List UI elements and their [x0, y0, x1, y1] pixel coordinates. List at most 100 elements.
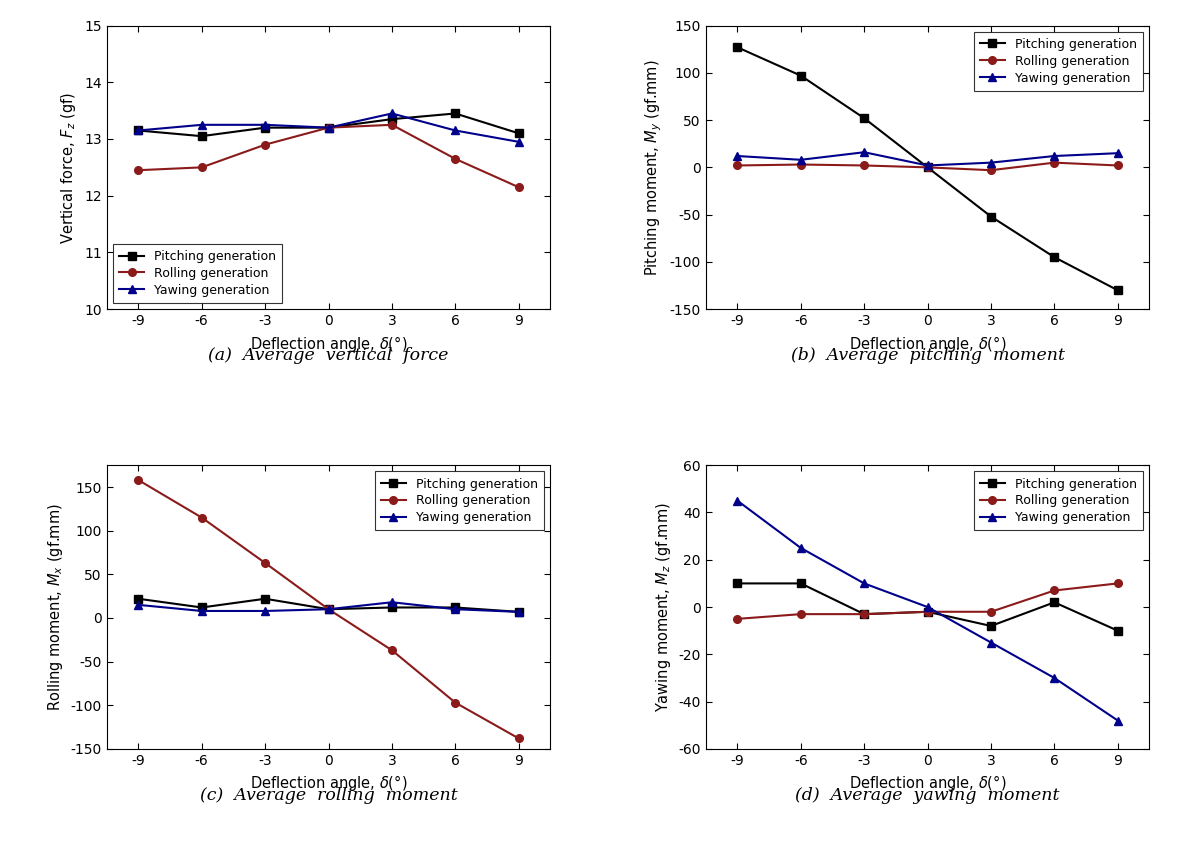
Pitching generation	[512, 129, 526, 139]
Pitching generation	[794, 71, 808, 81]
Pitching generation	[385, 114, 399, 124]
Yawing generation	[448, 604, 462, 614]
Pitching generation	[730, 579, 744, 589]
Rolling generation	[258, 140, 273, 150]
Pitching generation	[984, 621, 998, 631]
Yawing generation	[1048, 673, 1062, 683]
X-axis label: Deflection angle, $\delta$(°): Deflection angle, $\delta$(°)	[250, 774, 408, 793]
Pitching generation	[857, 113, 871, 123]
Rolling generation	[194, 163, 209, 173]
Pitching generation	[194, 603, 209, 613]
Yawing generation	[448, 125, 462, 135]
Pitching generation	[1048, 252, 1062, 262]
Pitching generation	[921, 163, 935, 173]
Line: Pitching generation: Pitching generation	[734, 43, 1121, 294]
Yawing generation	[258, 606, 273, 616]
Yawing generation	[857, 147, 871, 157]
Yawing generation	[194, 120, 209, 130]
Pitching generation	[258, 123, 273, 133]
Pitching generation	[730, 43, 744, 53]
Line: Rolling generation: Rolling generation	[734, 580, 1121, 623]
Yawing generation	[730, 495, 744, 505]
Text: (c)  Average  rolling  moment: (c) Average rolling moment	[199, 787, 457, 804]
Yawing generation	[512, 137, 526, 147]
Yawing generation	[1110, 716, 1125, 726]
Text: (d)  Average  yawing  moment: (d) Average yawing moment	[795, 787, 1059, 804]
Yawing generation	[984, 637, 998, 648]
Pitching generation	[321, 604, 335, 614]
Pitching generation	[1110, 625, 1125, 636]
Y-axis label: Pitching moment, $M_y$ (gf.mm): Pitching moment, $M_y$ (gf.mm)	[643, 59, 664, 276]
Yawing generation	[385, 597, 399, 608]
Rolling generation	[132, 165, 146, 175]
Pitching generation	[132, 125, 146, 135]
Line: Yawing generation: Yawing generation	[734, 148, 1121, 169]
Yawing generation	[512, 607, 526, 617]
Rolling generation	[385, 120, 399, 130]
Rolling generation	[321, 604, 335, 614]
Yawing generation	[321, 604, 335, 614]
X-axis label: Deflection angle, $\delta$(°): Deflection angle, $\delta$(°)	[848, 334, 1006, 354]
Yawing generation	[730, 151, 744, 161]
Rolling generation	[512, 182, 526, 192]
Line: Pitching generation: Pitching generation	[135, 110, 523, 140]
Pitching generation	[448, 108, 462, 118]
Y-axis label: Vertical force, $F_z$ (gf): Vertical force, $F_z$ (gf)	[59, 91, 78, 243]
Yawing generation	[1048, 151, 1062, 161]
Rolling generation	[132, 475, 146, 485]
Line: Pitching generation: Pitching generation	[135, 595, 523, 615]
Rolling generation	[1048, 585, 1062, 596]
Rolling generation	[385, 645, 399, 655]
X-axis label: Deflection angle, $\delta$(°): Deflection angle, $\delta$(°)	[250, 334, 408, 354]
Yawing generation	[1110, 148, 1125, 158]
Rolling generation	[448, 698, 462, 708]
Pitching generation	[921, 607, 935, 617]
Y-axis label: Yawing moment, $M_z$ (gf.mm): Yawing moment, $M_z$ (gf.mm)	[654, 502, 673, 712]
Yawing generation	[794, 155, 808, 165]
Rolling generation	[448, 154, 462, 164]
Rolling generation	[921, 163, 935, 173]
Text: (a)  Average  vertical  force: (a) Average vertical force	[209, 347, 449, 364]
Rolling generation	[1110, 160, 1125, 170]
Rolling generation	[194, 512, 209, 523]
Line: Yawing generation: Yawing generation	[135, 598, 523, 615]
Rolling generation	[321, 123, 335, 133]
Line: Yawing generation: Yawing generation	[734, 497, 1121, 724]
Line: Rolling generation: Rolling generation	[734, 159, 1121, 174]
Line: Rolling generation: Rolling generation	[135, 477, 523, 742]
Yawing generation	[132, 600, 146, 610]
Yawing generation	[984, 157, 998, 168]
Yawing generation	[385, 108, 399, 118]
Yawing generation	[321, 123, 335, 133]
Y-axis label: Rolling moment, $M_x$ (gf.mm): Rolling moment, $M_x$ (gf.mm)	[46, 503, 65, 711]
Legend: Pitching generation, Rolling generation, Yawing generation: Pitching generation, Rolling generation,…	[374, 471, 544, 530]
Rolling generation	[794, 609, 808, 620]
Rolling generation	[857, 160, 871, 170]
X-axis label: Deflection angle, $\delta$(°): Deflection angle, $\delta$(°)	[848, 774, 1006, 793]
Rolling generation	[794, 159, 808, 169]
Rolling generation	[984, 607, 998, 617]
Legend: Pitching generation, Rolling generation, Yawing generation: Pitching generation, Rolling generation,…	[974, 31, 1144, 91]
Line: Rolling generation: Rolling generation	[135, 121, 523, 191]
Rolling generation	[857, 609, 871, 620]
Pitching generation	[258, 594, 273, 604]
Pitching generation	[194, 131, 209, 141]
Yawing generation	[258, 120, 273, 130]
Pitching generation	[1110, 285, 1125, 295]
Rolling generation	[921, 607, 935, 617]
Rolling generation	[730, 160, 744, 170]
Line: Pitching generation: Pitching generation	[734, 580, 1121, 635]
Rolling generation	[1110, 579, 1125, 589]
Text: (b)  Average  pitching  moment: (b) Average pitching moment	[790, 347, 1064, 364]
Rolling generation	[512, 734, 526, 744]
Pitching generation	[321, 123, 335, 133]
Line: Yawing generation: Yawing generation	[135, 110, 523, 146]
Yawing generation	[921, 602, 935, 612]
Pitching generation	[794, 579, 808, 589]
Yawing generation	[921, 160, 935, 170]
Pitching generation	[132, 594, 146, 604]
Pitching generation	[512, 607, 526, 617]
Pitching generation	[857, 609, 871, 620]
Yawing generation	[857, 579, 871, 589]
Rolling generation	[258, 558, 273, 568]
